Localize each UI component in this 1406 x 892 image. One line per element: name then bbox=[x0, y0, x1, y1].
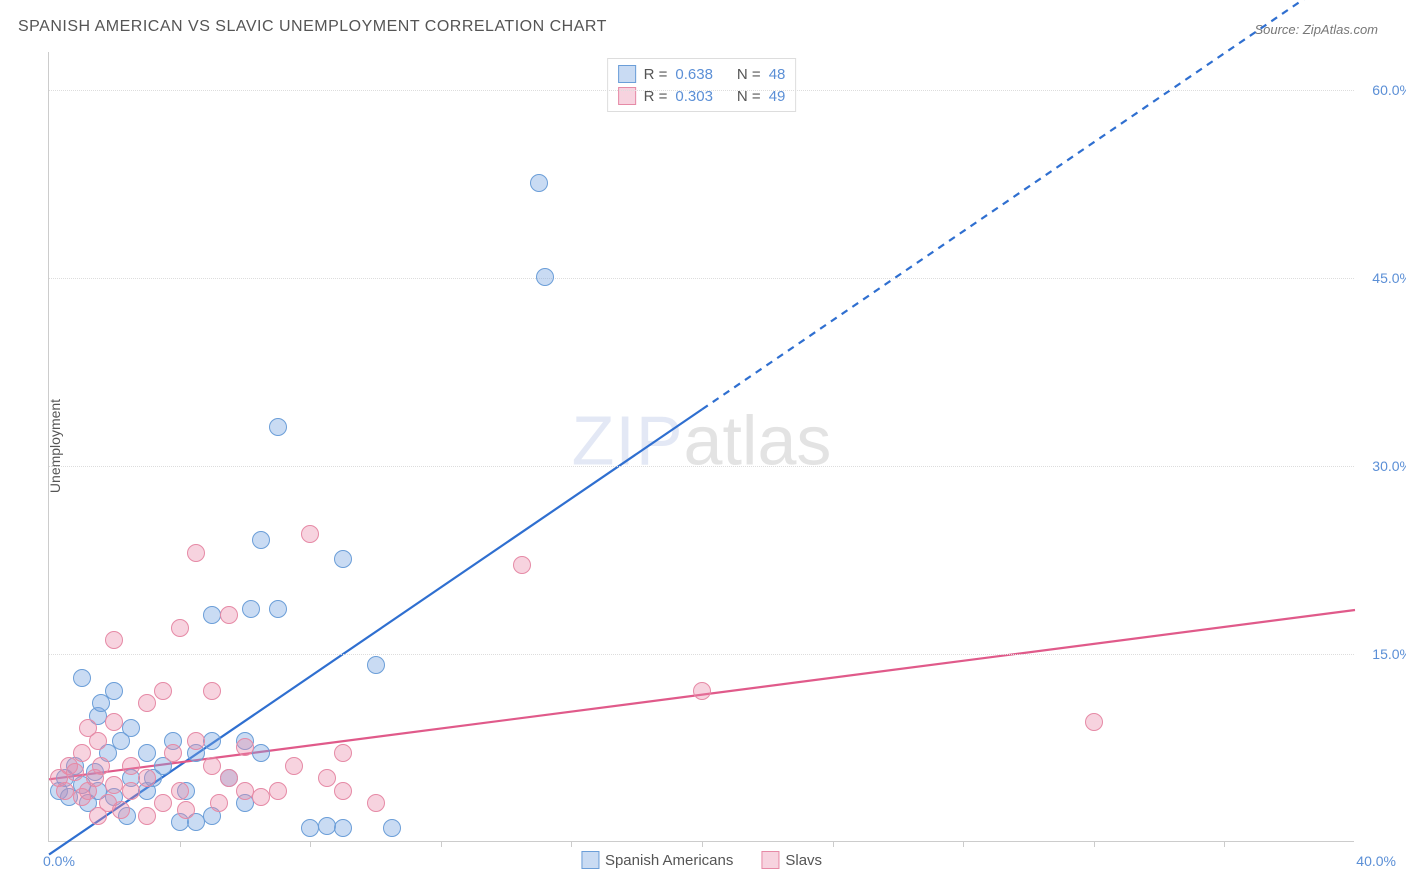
scatter-dot bbox=[112, 801, 130, 819]
scatter-dot bbox=[122, 757, 140, 775]
x-tick bbox=[833, 841, 834, 847]
y-tick-label: 60.0% bbox=[1362, 82, 1406, 98]
x-tick bbox=[310, 841, 311, 847]
legend-item-spanish: Spanish Americans bbox=[581, 851, 733, 869]
scatter-dot bbox=[530, 174, 548, 192]
legend-swatch-spanish-2 bbox=[581, 851, 599, 869]
scatter-dot bbox=[318, 769, 336, 787]
source-label: Source: ZipAtlas.com bbox=[1254, 22, 1378, 37]
scatter-dot bbox=[154, 794, 172, 812]
scatter-dot bbox=[89, 732, 107, 750]
scatter-dot bbox=[252, 531, 270, 549]
scatter-dot bbox=[138, 807, 156, 825]
scatter-dot bbox=[105, 631, 123, 649]
scatter-dot bbox=[301, 819, 319, 837]
scatter-dot bbox=[138, 694, 156, 712]
legend-correlation: R = 0.638 N = 48 R = 0.303 N = 49 bbox=[607, 58, 797, 112]
legend-n-label: N = bbox=[737, 66, 761, 83]
scatter-dot bbox=[513, 556, 531, 574]
legend-r-spanish: 0.638 bbox=[675, 66, 713, 83]
scatter-dot bbox=[334, 819, 352, 837]
y-tick-label: 30.0% bbox=[1362, 458, 1406, 474]
scatter-dot bbox=[105, 776, 123, 794]
y-tick-label: 15.0% bbox=[1362, 646, 1406, 662]
scatter-dot bbox=[334, 744, 352, 762]
scatter-dot bbox=[138, 744, 156, 762]
scatter-dot bbox=[301, 525, 319, 543]
chart-container: SPANISH AMERICAN VS SLAVIC UNEMPLOYMENT … bbox=[0, 0, 1406, 892]
x-tick bbox=[441, 841, 442, 847]
gridline-h bbox=[49, 466, 1354, 467]
scatter-dot bbox=[203, 732, 221, 750]
scatter-dot bbox=[66, 763, 84, 781]
x-tick bbox=[702, 841, 703, 847]
scatter-dot bbox=[171, 619, 189, 637]
gridline-h bbox=[49, 278, 1354, 279]
scatter-dot bbox=[383, 819, 401, 837]
scatter-dot bbox=[187, 732, 205, 750]
scatter-dot bbox=[203, 757, 221, 775]
scatter-dot bbox=[56, 782, 74, 800]
gridline-h bbox=[49, 90, 1354, 91]
legend-row-spanish: R = 0.638 N = 48 bbox=[618, 63, 786, 85]
x-tick-label-40: 40.0% bbox=[1356, 853, 1396, 869]
scatter-dot bbox=[210, 794, 228, 812]
legend-n-spanish: 48 bbox=[769, 66, 786, 83]
scatter-dot bbox=[536, 268, 554, 286]
gridline-h bbox=[49, 654, 1354, 655]
scatter-dot bbox=[105, 713, 123, 731]
x-tick bbox=[180, 841, 181, 847]
legend-r-label: R = bbox=[644, 66, 668, 83]
x-tick bbox=[571, 841, 572, 847]
scatter-dot bbox=[285, 757, 303, 775]
legend-label-slavs: Slavs bbox=[785, 852, 822, 869]
scatter-dot bbox=[367, 794, 385, 812]
scatter-dot bbox=[92, 757, 110, 775]
legend-swatch-spanish bbox=[618, 65, 636, 83]
scatter-dot bbox=[334, 550, 352, 568]
scatter-dot bbox=[122, 719, 140, 737]
scatter-dot bbox=[236, 782, 254, 800]
scatter-dot bbox=[203, 606, 221, 624]
scatter-dot bbox=[220, 769, 238, 787]
scatter-dot bbox=[138, 769, 156, 787]
chart-title: SPANISH AMERICAN VS SLAVIC UNEMPLOYMENT … bbox=[18, 18, 607, 36]
x-tick bbox=[1094, 841, 1095, 847]
scatter-dot bbox=[203, 682, 221, 700]
scatter-dot bbox=[252, 788, 270, 806]
y-tick-label: 45.0% bbox=[1362, 270, 1406, 286]
scatter-dot bbox=[105, 682, 123, 700]
plot-area: ZIPatlas R = 0.638 N = 48 R = 0.303 N = … bbox=[48, 52, 1354, 842]
x-tick-label-0: 0.0% bbox=[43, 853, 75, 869]
scatter-dot bbox=[252, 744, 270, 762]
scatter-dot bbox=[269, 418, 287, 436]
scatter-dot bbox=[122, 782, 140, 800]
scatter-dot bbox=[177, 801, 195, 819]
x-tick bbox=[963, 841, 964, 847]
legend-item-slavs: Slavs bbox=[761, 851, 822, 869]
legend-row-slavs: R = 0.303 N = 49 bbox=[618, 85, 786, 107]
scatter-dot bbox=[269, 600, 287, 618]
scatter-dot bbox=[242, 600, 260, 618]
scatter-dot bbox=[220, 606, 238, 624]
legend-swatch-slavs-2 bbox=[761, 851, 779, 869]
scatter-dot bbox=[73, 744, 91, 762]
legend-series: Spanish Americans Slavs bbox=[581, 851, 822, 869]
scatter-dot bbox=[334, 782, 352, 800]
trend-lines-svg bbox=[49, 52, 1354, 841]
scatter-dot bbox=[73, 669, 91, 687]
scatter-dot bbox=[367, 656, 385, 674]
scatter-dot bbox=[171, 782, 189, 800]
x-tick bbox=[1224, 841, 1225, 847]
scatter-dot bbox=[269, 782, 287, 800]
scatter-dot bbox=[187, 544, 205, 562]
scatter-dot bbox=[236, 738, 254, 756]
scatter-dot bbox=[318, 817, 336, 835]
scatter-dot bbox=[164, 744, 182, 762]
scatter-dot bbox=[1085, 713, 1103, 731]
scatter-dot bbox=[154, 682, 172, 700]
legend-label-spanish: Spanish Americans bbox=[605, 852, 733, 869]
scatter-dot bbox=[693, 682, 711, 700]
